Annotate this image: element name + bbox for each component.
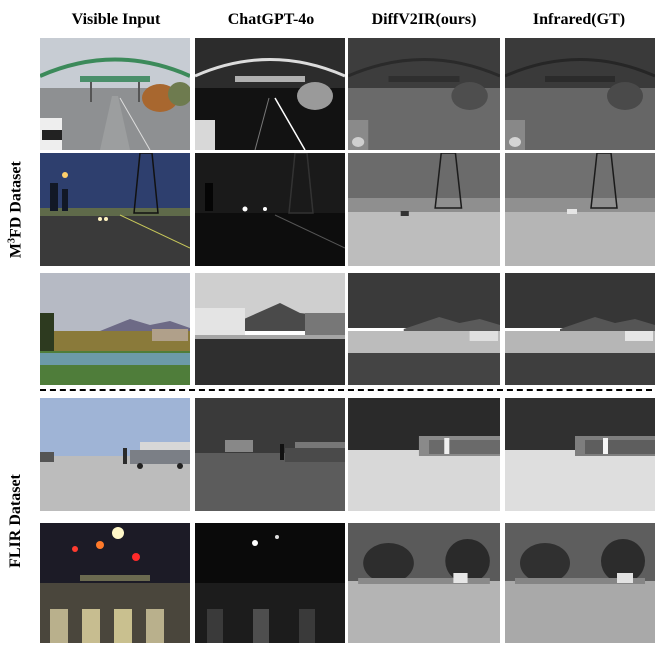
image-row5-infrared-gt: [505, 523, 655, 643]
image-row2-visible: [40, 153, 190, 266]
column-header-chatgpt-4o: ChatGPT-4o: [227, 11, 315, 28]
image-row4-chatgpt: [195, 398, 345, 511]
image-row1-chatgpt: [195, 38, 345, 150]
image-row2-infrared-gt: [505, 153, 655, 266]
dataset-label-flir: FLIR Dataset: [7, 474, 24, 568]
image-row5-visible: [40, 523, 190, 643]
image-row3-diffv2ir: [348, 273, 500, 385]
dataset-divider: [40, 389, 652, 391]
image-row5-diffv2ir: [348, 523, 500, 643]
image-row4-diffv2ir: [348, 398, 500, 511]
image-row2-diffv2ir: [348, 153, 500, 266]
column-header-infrared-gt: Infrared(GT): [532, 11, 626, 28]
dataset-label-m3fd: M3FD Dataset: [6, 161, 25, 259]
image-row1-visible: [40, 38, 190, 150]
image-row2-chatgpt: [195, 153, 345, 266]
image-row1-infrared-gt: [505, 38, 655, 150]
image-row4-infrared-gt: [505, 398, 655, 511]
column-header-visible-input: Visible Input: [71, 11, 161, 28]
column-header-diffv2ir: DiffV2IR(ours): [371, 11, 477, 28]
image-row4-visible: [40, 398, 190, 511]
image-row3-infrared-gt: [505, 273, 655, 385]
image-row1-diffv2ir: [348, 38, 500, 150]
image-row3-chatgpt: [195, 273, 345, 385]
image-row3-visible: [40, 273, 190, 385]
image-row5-chatgpt: [195, 523, 345, 643]
